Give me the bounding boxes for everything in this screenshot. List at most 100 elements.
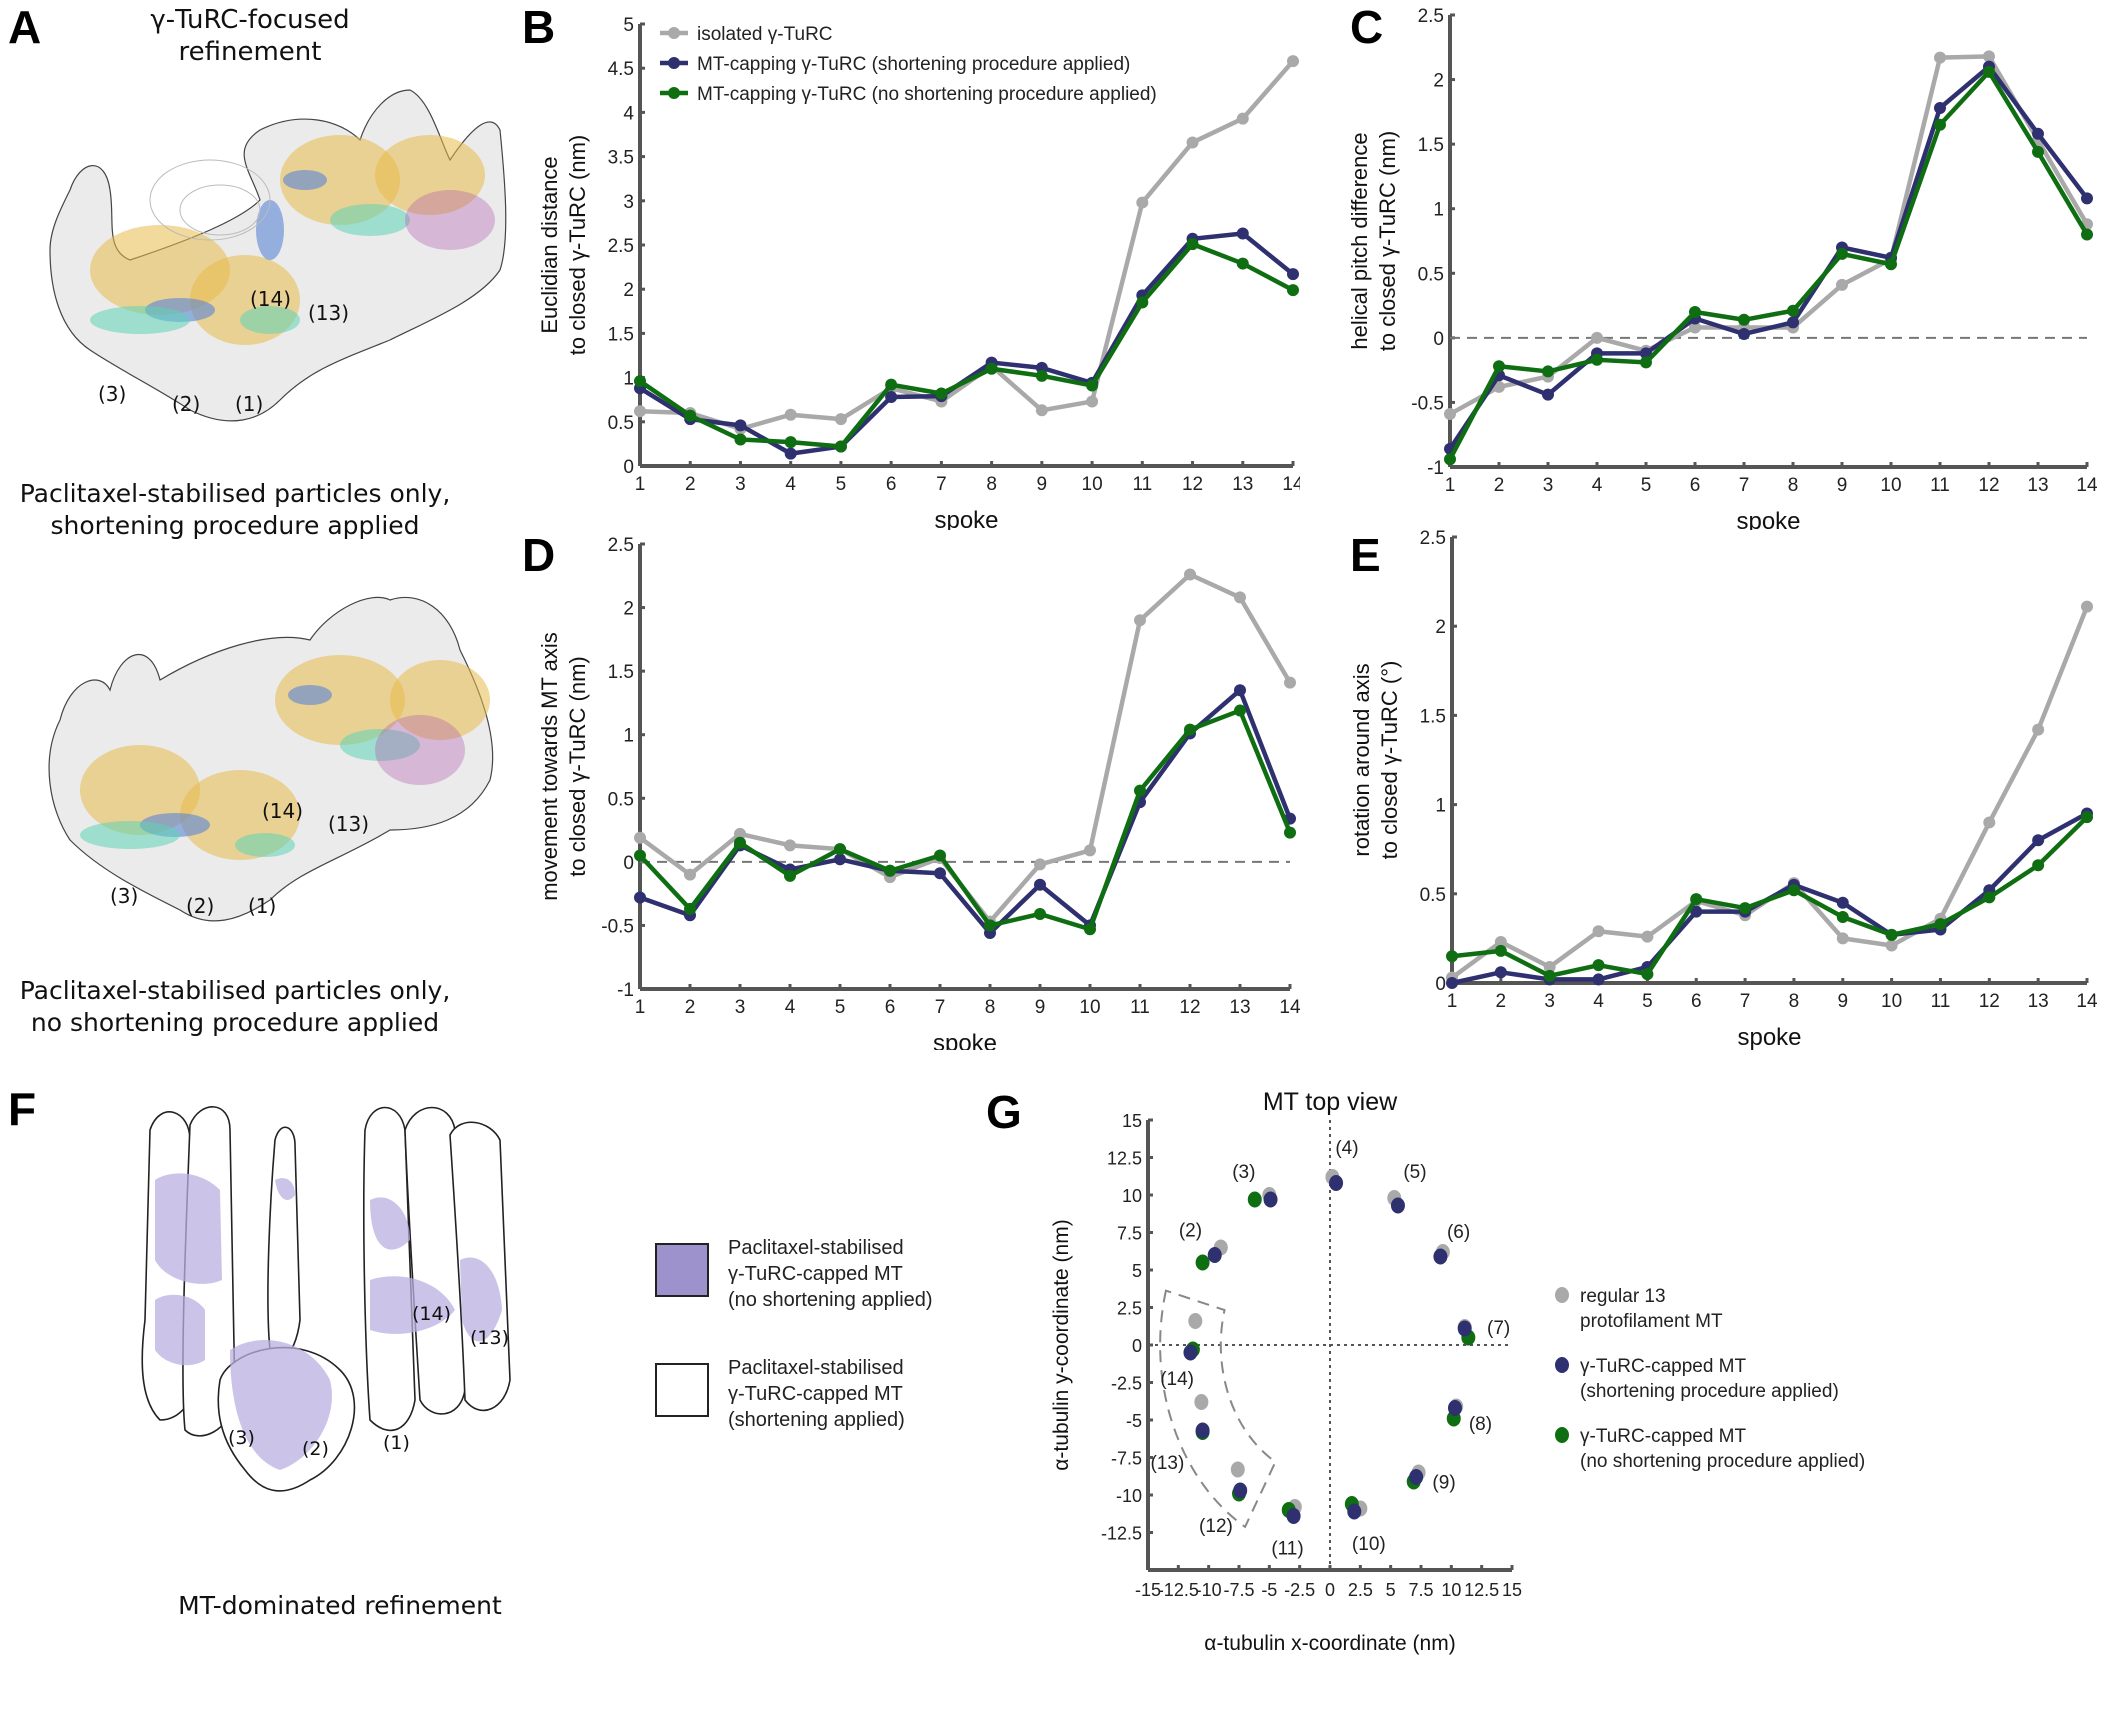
data-point-isolated <box>1184 568 1196 581</box>
data-point-no_shortening <box>1983 65 1995 78</box>
data-point-shortening <box>1234 684 1246 697</box>
data-point-no_shortening <box>1493 360 1505 373</box>
x-tick-label: 7 <box>1740 991 1751 1012</box>
x-axis-label: spoke <box>1737 1024 1801 1050</box>
legend-marker-no_shortening <box>668 87 680 99</box>
legend-label-isolated-line2: protofilament MT <box>1580 1311 1723 1332</box>
x-tick-label: 4 <box>785 997 796 1018</box>
data-point-no_shortening <box>1934 918 1947 931</box>
x-tick-label: 11 <box>1130 997 1150 1018</box>
legend-label-shortening: MT-capping γ-TuRC (shortening procedure … <box>697 54 1130 75</box>
data-point-no_shortening <box>1136 296 1149 309</box>
x-tick-label: 5 <box>1641 475 1652 496</box>
x-tick-label: 13 <box>2027 475 2048 496</box>
x-tick-label: 9 <box>1037 474 1048 495</box>
data-point-no_shortening <box>1287 284 1299 297</box>
data-point-no_shortening <box>1184 723 1196 736</box>
data-point-isolated <box>1034 858 1046 871</box>
panel-f-caption: MT-dominated refinement <box>178 1591 502 1620</box>
data-point-isolated <box>734 827 746 840</box>
scatter-point-isolated <box>1230 1461 1245 1478</box>
spoke-label: (10) <box>1352 1534 1386 1555</box>
chart-e: 0 0.5 1 1.5 2 2.5 1 2 3 4 5 6 7 8 9 10 11 12 13 14 spoke rota… <box>1349 520 2115 1055</box>
data-point-no_shortening <box>784 869 796 882</box>
legend-swatch-shortening <box>655 1363 709 1417</box>
chart-e-svg: 00.511.522.51 2 3 4 5 6 7 8 9 10 11 12 13 14spokerota… <box>1349 528 2098 1051</box>
data-point-no_shortening <box>634 849 646 862</box>
x-tick-label: 7 <box>936 474 947 495</box>
y-tick-label: 2.5 <box>1420 528 1446 549</box>
y-axis-label-line2: to closed γ-TuRC (nm) <box>565 656 590 876</box>
x-tick-label: 6 <box>885 997 896 1018</box>
data-point-shortening <box>1738 327 1750 340</box>
x-tick-label: 4 <box>1592 475 1603 496</box>
data-point-no_shortening <box>1787 884 1800 897</box>
atomic-model-purple <box>405 190 495 250</box>
panel-e-letter: E <box>1350 529 1381 581</box>
data-point-shortening <box>1836 896 1849 909</box>
data-point-no_shortening <box>1885 258 1897 271</box>
data-point-no_shortening <box>1934 118 1946 131</box>
data-point-no_shortening <box>1446 950 1458 963</box>
x-tick-label: 4 <box>1593 991 1604 1012</box>
density-map-a-bottom <box>48 596 494 922</box>
x-tick-label: 11 <box>1132 474 1152 495</box>
series-line-isolated <box>1448 54 2089 417</box>
atomic-model-purple <box>375 715 465 785</box>
data-point-shortening <box>1592 973 1605 986</box>
legend-label-isolated: isolated γ-TuRC <box>697 24 833 45</box>
x-tick-label: 7.5 <box>1408 1580 1433 1600</box>
x-tick-label: 6 <box>1690 475 1701 496</box>
y-tick-label: -10 <box>1116 1486 1142 1506</box>
scatter-point-shortening <box>1183 1344 1198 1361</box>
data-point-no_shortening <box>1084 923 1096 936</box>
data-point-no_shortening <box>1983 891 1996 904</box>
data-point-shortening <box>1934 101 1946 114</box>
chart-d-svg: -1-0.500.511.522.51 2 3 4 5 6 7 8 9 10 11 12 13 14spo… <box>537 535 1301 1057</box>
data-point-no_shortening <box>2081 228 2093 241</box>
y-tick-label: 0 <box>1132 1336 1142 1356</box>
x-tick-label: 14 <box>2076 475 2098 496</box>
x-tick-label: 11 <box>1930 475 1950 496</box>
scatter-point-shortening <box>1390 1197 1405 1214</box>
legend-line: Paclitaxel-stabilised <box>728 1237 904 1259</box>
data-point-isolated <box>1134 614 1146 627</box>
spoke-label-a-top-14: (14) <box>250 287 292 311</box>
x-tick-label: 10 <box>1082 474 1103 495</box>
legend-label-isolated-line1: regular 13 <box>1580 1286 1666 1307</box>
data-point-no_shortening <box>884 864 896 877</box>
panel-d-letter: D <box>522 529 556 581</box>
y-tick-label: -2.5 <box>1111 1374 1142 1394</box>
series-line-no_shortening <box>1448 69 2089 461</box>
data-point-isolated <box>1934 51 1946 64</box>
legend-swatch-no-shortening <box>655 1243 709 1297</box>
x-tick-label: 3 <box>1543 475 1554 496</box>
x-tick-label: -7.5 <box>1223 1580 1254 1600</box>
y-tick-label: 2.5 <box>1117 1299 1142 1319</box>
x-tick-label: 1 <box>635 474 646 495</box>
spoke-label-a-bottom-1: (1) <box>248 894 277 918</box>
y-tick-label: 3.5 <box>608 148 634 169</box>
legend-marker-isolated <box>668 27 680 39</box>
x-tick-label: 15 <box>1502 1580 1522 1600</box>
data-point-isolated <box>1836 932 1849 945</box>
data-point-no_shortening <box>1186 238 1199 251</box>
y-tick-label: 0 <box>623 853 634 874</box>
x-tick-label: 1 <box>1445 475 1456 496</box>
panel-g-letter: G <box>986 1086 1022 1138</box>
data-point-no_shortening <box>1086 379 1099 392</box>
legend-label-no-shortening: Paclitaxel-stabilised γ-TuRC-capped MT (… <box>728 1235 933 1313</box>
data-point-no_shortening <box>1738 313 1750 326</box>
chart-d: -1 -0.5 0 0.5 1 1.5 2 2.5 1 2 3 4 5 6 7 8 9 10 11 12 13 14 spo… <box>537 520 1301 1057</box>
data-point-no_shortening <box>1494 944 1507 957</box>
x-tick-label: 13 <box>2028 991 2049 1012</box>
data-point-isolated <box>634 831 646 844</box>
y-tick-label: -0.5 <box>1411 393 1444 414</box>
data-point-shortening <box>2081 192 2093 205</box>
y-tick-label: 0.5 <box>608 413 634 434</box>
panel-a-caption-bottom-line2: no shortening procedure applied <box>30 1008 440 1037</box>
data-point-no_shortening <box>634 375 646 388</box>
scatter-point-shortening <box>1433 1248 1448 1265</box>
x-tick-label: 9 <box>1837 475 1848 496</box>
data-point-no_shortening <box>935 387 948 400</box>
